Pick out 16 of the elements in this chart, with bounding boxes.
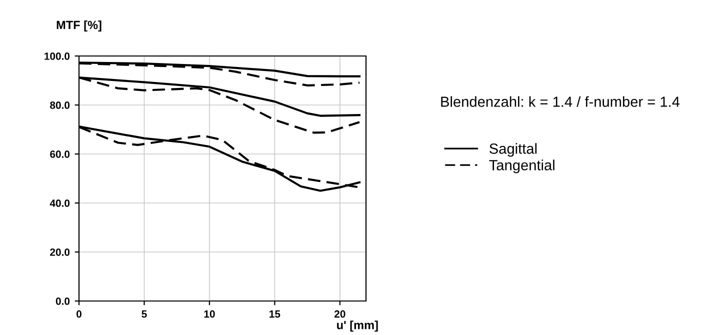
y-tick-label: 40.0 bbox=[50, 200, 70, 207]
x-tick-label: 5 bbox=[142, 310, 147, 318]
y-tick-label: 100.0 bbox=[44, 52, 70, 60]
x-axis-title: u' [mm] bbox=[337, 320, 378, 332]
y-tick-label: 80.0 bbox=[50, 102, 70, 109]
y-tick-label: 20.0 bbox=[50, 248, 70, 256]
x-tick-label: 0 bbox=[76, 310, 82, 318]
y-tick-label: 0.0 bbox=[56, 298, 70, 305]
text: Blendenzahl: k = 1.4 / f-number = 1.4 bbox=[441, 96, 680, 107]
x-tick-label: 15 bbox=[270, 310, 280, 318]
legend-label: Tangential bbox=[489, 160, 554, 174]
x-tick-label: 20 bbox=[334, 310, 346, 318]
x-tick-label: 10 bbox=[204, 310, 215, 318]
legend-label: Sagittal bbox=[490, 143, 537, 157]
y-axis-title: MTF [%] bbox=[56, 20, 102, 32]
y-tick-label: 60.0 bbox=[50, 150, 70, 158]
